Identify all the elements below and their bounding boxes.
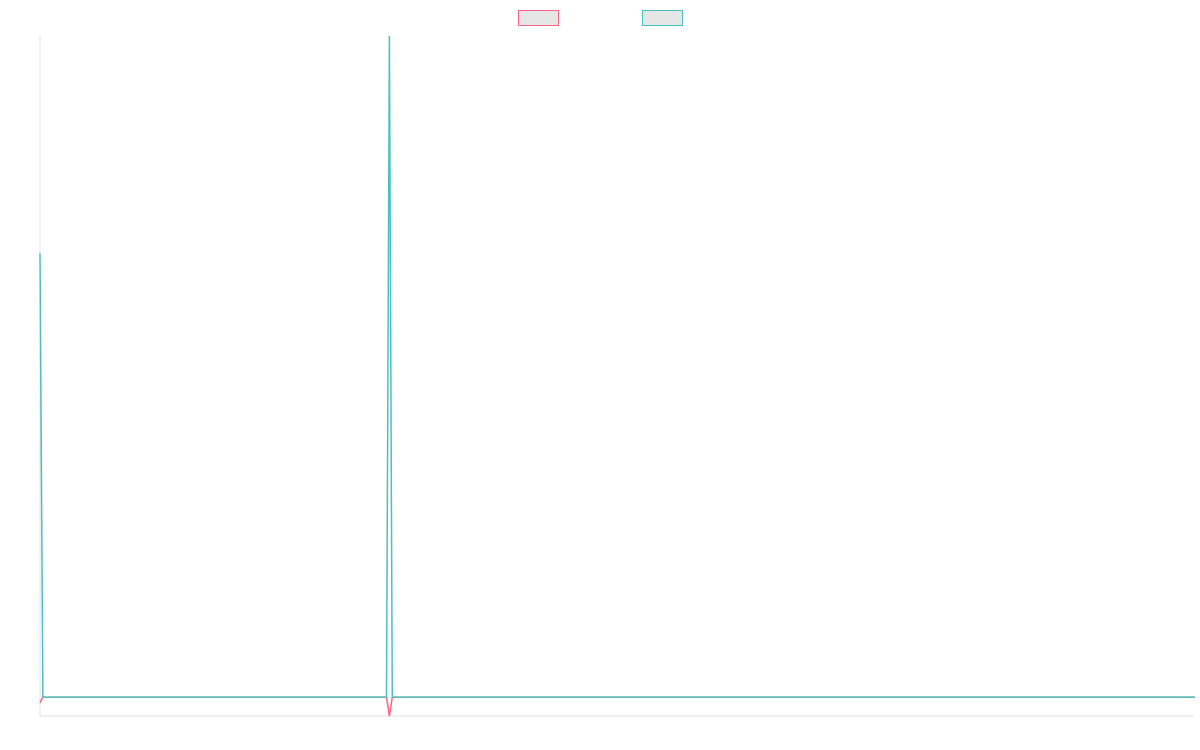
line-series [39, 35, 1195, 698]
legend-swatch [642, 10, 683, 26]
legend-swatch [518, 10, 559, 26]
line-series [39, 696, 1195, 717]
